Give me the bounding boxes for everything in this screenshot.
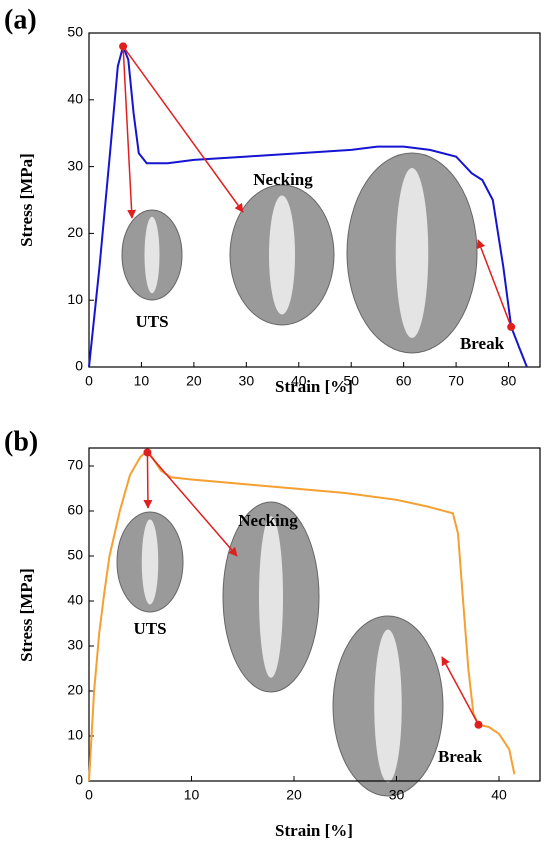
- annotation: Necking: [238, 511, 298, 530]
- annotation: Break: [460, 334, 505, 353]
- marker: [507, 323, 515, 331]
- figure: 0 10 20 30 40 50 60 70 80 0 10 20 30 40 50 UTS Necking Br…: [0, 0, 546, 848]
- x-tick-label: 40: [491, 787, 507, 803]
- y-tick-label: 30: [67, 157, 83, 173]
- x-tick-label: 80: [501, 373, 517, 389]
- panel-label: (a): [4, 4, 37, 35]
- annotation: UTS: [135, 312, 168, 331]
- y-axis-title: Stress [MPa]: [17, 153, 36, 247]
- y-tick-label: 20: [67, 682, 83, 698]
- y-tick-label: 70: [67, 457, 83, 473]
- x-tick-label: 0: [85, 787, 93, 803]
- x-tick-label: 0: [85, 373, 93, 389]
- y-tick-label: 40: [67, 592, 83, 608]
- x-tick-label: 20: [186, 373, 202, 389]
- x-tick-label: 10: [184, 787, 200, 803]
- photo-highlight: [374, 630, 402, 783]
- y-tick-label: 50: [67, 547, 83, 563]
- photo-highlight: [142, 520, 159, 605]
- arrow: [123, 46, 132, 218]
- x-tick-label: 30: [239, 373, 255, 389]
- x-tick-label: 30: [389, 787, 405, 803]
- x-tick-label: 20: [286, 787, 302, 803]
- arrow: [147, 453, 148, 509]
- annotation: Break: [438, 747, 483, 766]
- x-tick-label: 10: [134, 373, 150, 389]
- y-tick-label: 40: [67, 91, 83, 107]
- y-tick-label: 60: [67, 502, 83, 518]
- x-axis-title: Strain [%]: [275, 821, 353, 840]
- x-tick-label: 70: [448, 373, 464, 389]
- y-tick-label: 50: [67, 24, 83, 40]
- y-tick-label: 10: [67, 291, 83, 307]
- photo-highlight: [259, 516, 283, 678]
- photo-highlight: [145, 217, 160, 294]
- panel-label: (b): [4, 426, 38, 457]
- annotation: Necking: [253, 170, 313, 189]
- photo-highlight: [269, 196, 295, 315]
- marker: [143, 449, 151, 457]
- photo-highlight: [396, 168, 429, 338]
- y-tick-label: 10: [67, 727, 83, 743]
- x-tick-label: 60: [396, 373, 412, 389]
- annotation: UTS: [133, 619, 166, 638]
- y-tick-label: 0: [75, 772, 83, 788]
- arrow: [123, 46, 243, 212]
- marker: [119, 42, 127, 50]
- y-tick-label: 0: [75, 358, 83, 374]
- y-axis-title: Stress [MPa]: [17, 568, 36, 662]
- arrow: [442, 657, 479, 725]
- y-tick-label: 30: [67, 637, 83, 653]
- page: 0 10 20 30 40 50 60 70 80 0 10 20 30 40 50 UTS Necking Br…: [0, 0, 546, 848]
- marker: [475, 721, 483, 729]
- y-tick-label: 20: [67, 224, 83, 240]
- x-axis-title: Strain [%]: [275, 377, 353, 396]
